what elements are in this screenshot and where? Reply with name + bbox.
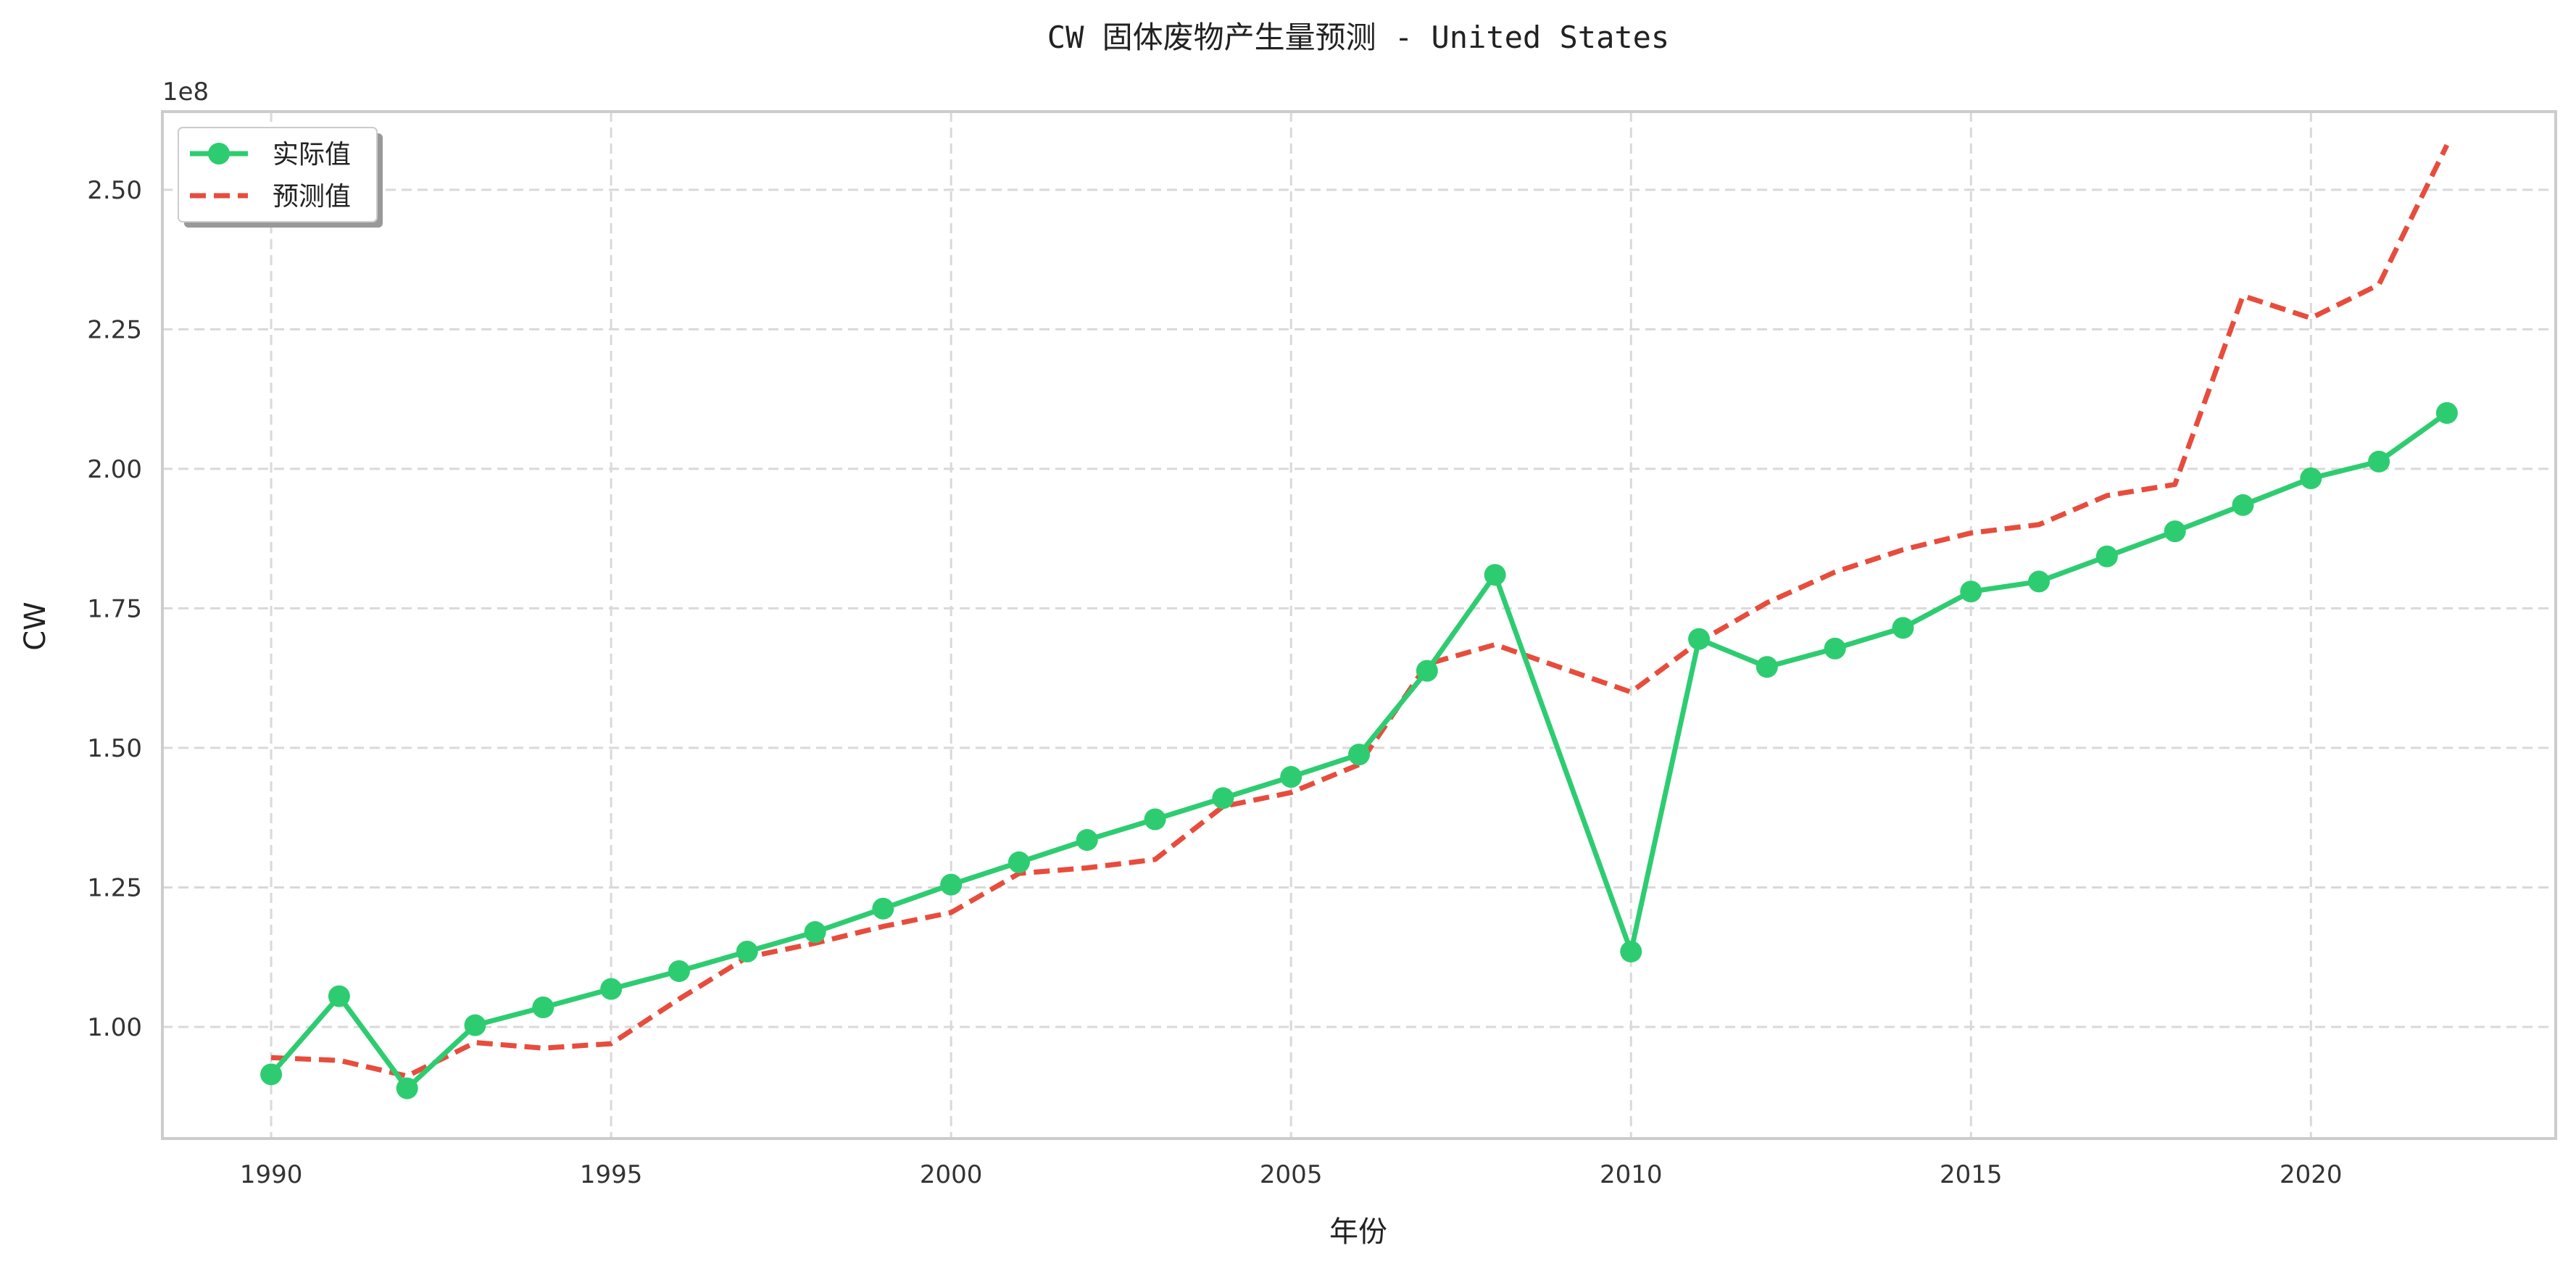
x-tick-label: 2010 (1600, 1160, 1663, 1189)
y-axis-label: CW (19, 602, 52, 650)
x-tick-label: 2015 (1940, 1160, 2003, 1189)
point-actual (872, 897, 894, 920)
x-axis-label: 年份 (1329, 1215, 1387, 1249)
point-actual (532, 997, 554, 1019)
point-actual (2300, 467, 2322, 489)
legend-marker-actual (208, 143, 230, 165)
series-line-forecast (270, 143, 2450, 1079)
point-actual (1892, 617, 1914, 639)
x-tick-label: 1990 (240, 1160, 303, 1189)
point-actual (804, 921, 826, 944)
point-actual (2028, 570, 2051, 593)
point-actual (1416, 660, 1438, 682)
x-tick-label: 2000 (920, 1160, 983, 1189)
series-layer (260, 143, 2458, 1099)
y-tick-label: 1.25 (87, 873, 142, 902)
point-actual (328, 985, 350, 1007)
legend: 实际值 预测值 (178, 127, 383, 228)
point-actual (2095, 545, 2118, 567)
point-actual (260, 1063, 283, 1086)
point-actual (940, 873, 963, 896)
y-ticks: 1.00 1.25 1.50 1.75 2.00 2.25 2.50 (87, 176, 142, 1042)
legend-label-actual: 实际值 (273, 140, 351, 170)
y-offset-label: 1e8 (162, 78, 209, 107)
x-ticks: 1990 1995 2000 2005 2010 2015 2020 (240, 1160, 2343, 1189)
point-actual (1688, 628, 1711, 650)
series-line-actual (269, 411, 2448, 1091)
point-actual (2435, 401, 2458, 424)
chart-title: CW 固体废物产生量预测 - United States (1047, 20, 1669, 55)
y-tick-label: 1.00 (87, 1013, 142, 1042)
grid (162, 112, 2556, 1139)
x-tick-label: 2020 (2280, 1160, 2343, 1189)
y-tick-label: 2.25 (87, 315, 142, 344)
point-actual (1484, 564, 1506, 586)
point-actual (1348, 744, 1370, 766)
legend-label-forecast: 预测值 (273, 182, 351, 212)
y-tick-label: 2.50 (87, 176, 142, 205)
point-actual (2368, 450, 2390, 473)
y-tick-label: 2.00 (87, 455, 142, 484)
x-tick-label: 2005 (1260, 1160, 1323, 1189)
point-actual (600, 978, 623, 1000)
point-actual (464, 1014, 486, 1036)
point-actual (396, 1077, 418, 1099)
point-actual (1007, 851, 1030, 873)
x-tick-label: 1995 (580, 1160, 643, 1189)
point-actual (1756, 656, 1778, 678)
point-actual (1620, 941, 1642, 963)
point-actual (736, 941, 758, 963)
point-actual (1824, 637, 1846, 660)
point-actual (2232, 494, 2254, 516)
plot-frame (161, 110, 2557, 1140)
point-actual (1076, 828, 1098, 851)
point-actual (1280, 765, 1302, 788)
point-actual (1212, 787, 1234, 810)
point-actual (1144, 808, 1166, 831)
point-actual (2164, 520, 2186, 543)
point-actual (668, 960, 690, 982)
point-actual (1960, 581, 1982, 603)
y-tick-label: 1.50 (87, 734, 142, 763)
y-tick-label: 1.75 (87, 594, 142, 623)
